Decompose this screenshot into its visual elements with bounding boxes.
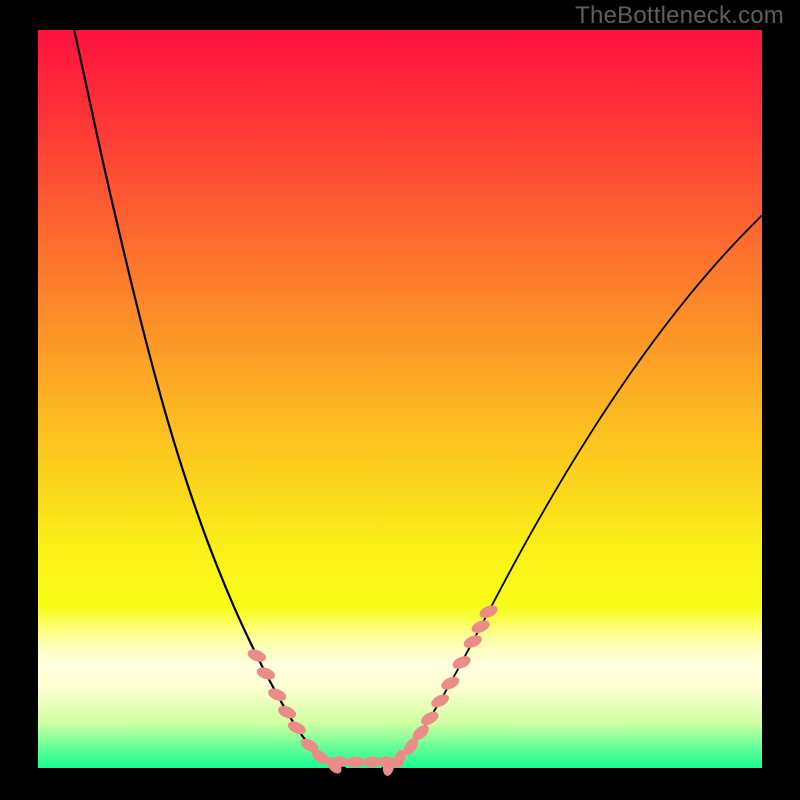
chart-svg <box>0 0 800 800</box>
watermark-text: TheBottleneck.com <box>575 2 784 30</box>
data-marker <box>346 757 364 767</box>
plot-background <box>38 30 762 768</box>
chart-container: TheBottleneck.com <box>0 0 800 800</box>
